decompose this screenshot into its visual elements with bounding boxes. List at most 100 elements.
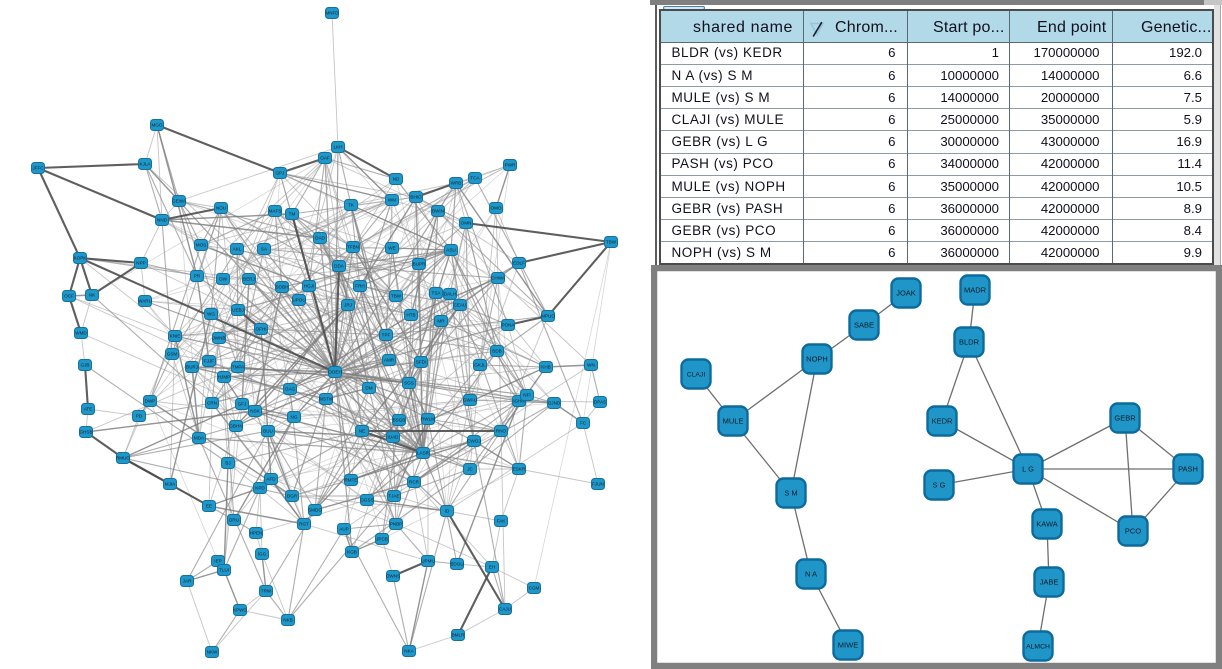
svg-text:UEBJ: UEBJ bbox=[232, 308, 244, 313]
svg-text:LKH: LKH bbox=[334, 145, 343, 150]
svg-text:ND: ND bbox=[393, 177, 400, 182]
svg-text:BWIN: BWIN bbox=[432, 209, 444, 214]
svg-text:AMR: AMR bbox=[384, 358, 395, 363]
svg-text:AFD: AFD bbox=[266, 477, 276, 482]
svg-text:NOU: NOU bbox=[216, 206, 226, 211]
svg-text:GFJ: GFJ bbox=[238, 402, 247, 407]
svg-text:OAF: OAF bbox=[320, 156, 330, 161]
svg-text:WE: WE bbox=[388, 246, 395, 251]
svg-text:GEWA: GEWA bbox=[172, 199, 187, 204]
svg-text:BERJ: BERJ bbox=[243, 277, 255, 282]
svg-text:FJJF: FJJF bbox=[204, 359, 214, 364]
svg-text:GSM: GSM bbox=[167, 352, 178, 357]
svg-text:KEDR: KEDR bbox=[932, 417, 953, 426]
svg-text:WARU: WARU bbox=[138, 299, 152, 304]
svg-text:MIWE: MIWE bbox=[838, 641, 858, 650]
svg-text:CAJU: CAJU bbox=[499, 607, 511, 612]
svg-text:TMPA: TMPA bbox=[232, 365, 245, 370]
svg-text:TPF: TPF bbox=[382, 333, 391, 338]
svg-text:TJAE: TJAE bbox=[388, 494, 399, 499]
svg-text:PWR: PWR bbox=[505, 163, 516, 168]
svg-text:SMDG: SMDG bbox=[308, 508, 322, 513]
svg-text:RWLM: RWLM bbox=[421, 417, 435, 422]
svg-text:PCO: PCO bbox=[1125, 527, 1141, 536]
svg-text:SGS: SGS bbox=[404, 381, 414, 386]
svg-text:JRJ: JRJ bbox=[344, 303, 352, 308]
svg-text:WRB: WRB bbox=[451, 181, 462, 186]
svg-text:TSA: TSA bbox=[432, 291, 442, 296]
svg-text:HJMP: HJMP bbox=[218, 375, 231, 380]
svg-text:SOBH: SOBH bbox=[275, 285, 288, 290]
svg-text:OJND: OJND bbox=[548, 401, 561, 406]
svg-text:BSGB: BSGB bbox=[393, 418, 406, 423]
svg-text:BHIO: BHIO bbox=[410, 195, 422, 200]
svg-text:OW: OW bbox=[219, 277, 228, 282]
svg-text:TRW: TRW bbox=[261, 589, 272, 594]
svg-text:DRU: DRU bbox=[229, 518, 239, 523]
svg-text:BDGU: BDGU bbox=[450, 562, 463, 567]
svg-text:GWAU: GWAU bbox=[463, 398, 477, 403]
svg-text:GBHN: GBHN bbox=[229, 424, 242, 429]
svg-text:GJB: GJB bbox=[81, 363, 90, 368]
svg-text:BUU: BUU bbox=[263, 429, 273, 434]
svg-text:MDA: MDA bbox=[194, 436, 205, 441]
svg-text:TK: TK bbox=[348, 203, 355, 208]
svg-text:NE: NE bbox=[359, 429, 365, 434]
svg-text:OMO: OMO bbox=[491, 206, 502, 211]
svg-text:CWOJ: CWOJ bbox=[467, 439, 481, 444]
svg-text:NND: NND bbox=[157, 218, 168, 223]
svg-text:DALH: DALH bbox=[444, 292, 456, 297]
svg-text:OOEH: OOEH bbox=[328, 370, 342, 375]
svg-text:MJIA: MJIA bbox=[165, 482, 176, 487]
svg-text:RCR: RCR bbox=[409, 480, 420, 485]
svg-text:DPAS: DPAS bbox=[594, 400, 606, 405]
svg-text:TCA: TCA bbox=[470, 176, 480, 181]
svg-text:MAFS: MAFS bbox=[269, 209, 282, 214]
svg-text:JOAK: JOAK bbox=[896, 289, 916, 298]
svg-text:HTB: HTB bbox=[406, 313, 415, 318]
svg-text:BDB: BDB bbox=[492, 349, 501, 354]
svg-text:HPEN: HPEN bbox=[250, 531, 263, 536]
svg-text:OCF: OCF bbox=[64, 294, 74, 299]
svg-text:IEP: IEP bbox=[214, 559, 221, 564]
svg-text:HGJI: HGJI bbox=[304, 284, 314, 289]
svg-text:NG: NG bbox=[291, 415, 298, 420]
svg-text:BURJ: BURJ bbox=[186, 365, 198, 370]
svg-text:KHB: KHB bbox=[541, 365, 550, 370]
svg-text:NKW: NKW bbox=[207, 650, 218, 655]
svg-text:GGSS: GGSS bbox=[360, 498, 373, 503]
svg-text:WM: WM bbox=[388, 198, 396, 203]
svg-text:PASH: PASH bbox=[1178, 465, 1198, 474]
svg-text:AKL: AKL bbox=[233, 247, 242, 252]
svg-text:TLUI: TLUI bbox=[219, 568, 229, 573]
svg-text:DM: DM bbox=[365, 386, 372, 391]
svg-text:RNO: RNO bbox=[496, 429, 507, 434]
svg-text:PR: PR bbox=[194, 274, 201, 279]
svg-text:ID: ID bbox=[445, 509, 450, 514]
svg-text:UPOU: UPOU bbox=[292, 298, 305, 303]
svg-text:BMLR: BMLR bbox=[452, 633, 465, 638]
svg-text:S M: S M bbox=[784, 489, 797, 498]
svg-text:CRN: CRN bbox=[207, 401, 217, 406]
svg-text:NOPH: NOPH bbox=[806, 355, 828, 364]
svg-text:MPUO: MPUO bbox=[541, 314, 555, 319]
svg-text:N A: N A bbox=[805, 570, 817, 579]
svg-text:SABE: SABE bbox=[854, 321, 874, 330]
svg-text:KOPK: KOPK bbox=[74, 256, 88, 261]
svg-text:KJLA: KJLA bbox=[140, 162, 152, 167]
svg-text:DGR: DGR bbox=[287, 494, 298, 499]
svg-text:KNIE: KNIE bbox=[170, 334, 181, 339]
svg-text:WSTW: WSTW bbox=[319, 397, 334, 402]
svg-text:UPMU: UPMU bbox=[421, 559, 435, 564]
svg-text:AUP: AUP bbox=[339, 527, 348, 532]
svg-text:TM: TM bbox=[289, 212, 296, 217]
svg-text:PONA: PONA bbox=[501, 323, 515, 328]
svg-text:GKJL: GKJL bbox=[474, 363, 486, 368]
svg-text:CEAU: CEAU bbox=[454, 303, 467, 308]
svg-text:NKA: NKA bbox=[404, 649, 414, 654]
svg-text:DAD: DAD bbox=[315, 236, 325, 241]
svg-text:JAR: JAR bbox=[183, 579, 192, 584]
svg-text:EH: EH bbox=[489, 565, 495, 570]
svg-text:CGM: CGM bbox=[529, 586, 540, 591]
svg-text:IGHN: IGHN bbox=[513, 399, 524, 404]
